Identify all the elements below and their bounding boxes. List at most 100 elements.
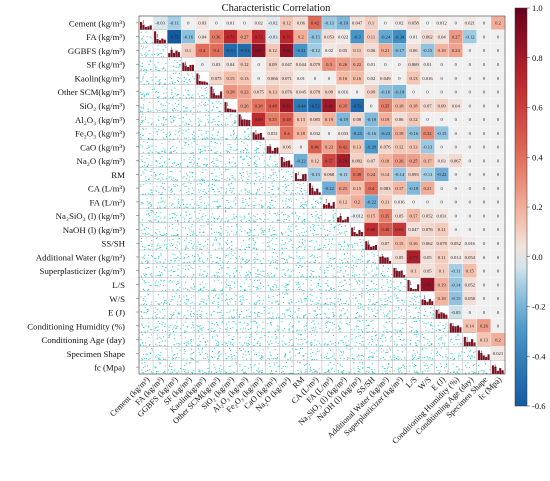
scatter-point bbox=[302, 242, 304, 244]
correlation-value: 0.46 bbox=[311, 145, 320, 150]
scatter-point bbox=[207, 131, 209, 133]
cell-6-6: 1 bbox=[223, 98, 238, 113]
scatter-point bbox=[374, 274, 376, 276]
correlation-value: 0.42 bbox=[311, 21, 320, 26]
scatter-point bbox=[193, 179, 195, 181]
scatter-point bbox=[243, 299, 245, 301]
scatter-point bbox=[269, 247, 271, 249]
scatter-point bbox=[253, 312, 256, 314]
scatter-point bbox=[155, 91, 157, 93]
scatter-point bbox=[192, 207, 194, 209]
scatter-point bbox=[268, 274, 270, 276]
scatter-point bbox=[155, 151, 157, 153]
scatter-point bbox=[380, 273, 383, 275]
scatter-point bbox=[147, 245, 150, 247]
scatter-point bbox=[240, 219, 242, 221]
cell-17-20: 0.05 bbox=[420, 249, 435, 264]
scatter-point bbox=[347, 246, 350, 248]
scatter-point bbox=[225, 283, 227, 285]
scatter-point bbox=[148, 177, 150, 179]
scatter-point bbox=[430, 307, 432, 309]
correlation-value: 0 bbox=[483, 62, 486, 67]
scatter-point bbox=[281, 233, 283, 235]
scatter-point bbox=[388, 290, 390, 292]
cell-12-18: 0.17 bbox=[392, 181, 407, 196]
scatter-point bbox=[288, 255, 290, 257]
scatter-point bbox=[275, 285, 277, 287]
scatter-point bbox=[177, 275, 179, 277]
cell-21-0 bbox=[138, 305, 154, 320]
scatter-point bbox=[145, 169, 147, 171]
scatter-point bbox=[249, 235, 251, 237]
correlation-value: -0.15 bbox=[310, 34, 320, 39]
scatter-point bbox=[246, 299, 248, 300]
scatter-point bbox=[203, 137, 206, 139]
scatter-point bbox=[225, 200, 228, 201]
scatter-point bbox=[161, 150, 163, 152]
cell-13-14: 0.12 bbox=[335, 194, 351, 209]
correlation-value: 0.078 bbox=[310, 90, 321, 95]
scatter-cell bbox=[307, 305, 323, 320]
scatter-point bbox=[145, 268, 147, 269]
scatter-point bbox=[162, 200, 164, 202]
correlation-value: 0 bbox=[483, 241, 486, 246]
cell-6-2 bbox=[167, 98, 182, 113]
scatter-point bbox=[182, 177, 184, 179]
scatter-point bbox=[288, 283, 290, 285]
scatter-point bbox=[242, 175, 244, 177]
scatter-point bbox=[242, 258, 245, 260]
scatter-point bbox=[191, 187, 194, 189]
histogram-bar bbox=[384, 257, 387, 264]
scatter-point bbox=[213, 288, 216, 290]
scatter-point bbox=[284, 183, 286, 185]
cell-15-8 bbox=[251, 222, 266, 237]
scatter-point bbox=[268, 312, 270, 314]
scatter-point bbox=[159, 245, 161, 247]
scatter-point bbox=[333, 228, 336, 230]
scatter-point bbox=[229, 149, 231, 151]
histogram-bar bbox=[442, 313, 445, 319]
scatter-point bbox=[390, 286, 392, 288]
scatter-point bbox=[215, 262, 217, 264]
diagonal-value: 1 bbox=[241, 117, 244, 122]
correlation-value: 0.16 bbox=[409, 241, 418, 246]
scatter-point bbox=[158, 271, 160, 273]
scatter-point bbox=[329, 257, 331, 259]
scatter-point bbox=[148, 266, 150, 268]
scatter-point bbox=[182, 184, 184, 186]
scatter-point bbox=[235, 138, 237, 140]
scatter-point bbox=[240, 303, 242, 305]
scatter-point bbox=[360, 303, 362, 305]
histogram-bar bbox=[215, 95, 218, 99]
cell-22-7 bbox=[237, 318, 252, 333]
cell-18-12 bbox=[307, 263, 323, 278]
correlation-value: -0.52 bbox=[352, 103, 362, 108]
cell-4-10: 0.071 bbox=[279, 70, 294, 85]
scatter-point bbox=[184, 227, 187, 229]
scatter-point bbox=[216, 123, 219, 125]
scatter-point bbox=[311, 274, 313, 276]
cell-14-16: 0.15 bbox=[364, 208, 379, 223]
scatter-point bbox=[172, 82, 174, 84]
scatter-point bbox=[333, 227, 335, 228]
scatter-point bbox=[199, 325, 201, 326]
cell-13-20: 0 bbox=[420, 194, 435, 209]
scatter-point bbox=[166, 135, 168, 137]
scatter-point bbox=[241, 219, 243, 221]
scatter-point bbox=[345, 302, 347, 304]
scatter-point bbox=[281, 258, 283, 259]
cell-11-19: 0.093 bbox=[406, 167, 421, 182]
cell-2-2: 1 bbox=[167, 43, 182, 58]
scatter-point bbox=[155, 238, 158, 239]
scatter-point bbox=[159, 53, 161, 54]
cell-18-2 bbox=[167, 263, 182, 278]
scatter-point bbox=[343, 245, 345, 247]
cell-2-10: 0.86 bbox=[279, 43, 294, 58]
correlation-value: 0 bbox=[497, 172, 500, 177]
correlation-value: -0.03 bbox=[155, 21, 165, 26]
scatter-point bbox=[326, 285, 329, 286]
scatter-point bbox=[284, 316, 286, 318]
scatter-point bbox=[239, 321, 241, 323]
scatter-point bbox=[366, 262, 368, 264]
scatter-point bbox=[188, 94, 190, 96]
